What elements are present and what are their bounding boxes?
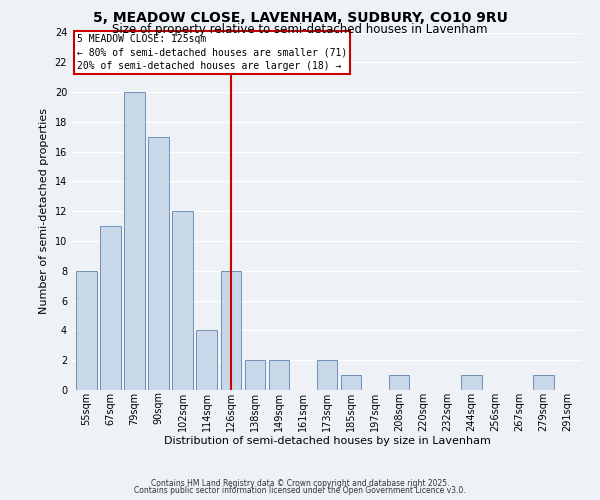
Y-axis label: Number of semi-detached properties: Number of semi-detached properties	[39, 108, 49, 314]
Bar	[245, 360, 265, 390]
Bar	[172, 211, 193, 390]
Bar	[341, 375, 361, 390]
Bar	[148, 137, 169, 390]
Text: 5, MEADOW CLOSE, LAVENHAM, SUDBURY, CO10 9RU: 5, MEADOW CLOSE, LAVENHAM, SUDBURY, CO10…	[92, 11, 508, 25]
Text: 5 MEADOW CLOSE: 125sqm
← 80% of semi-detached houses are smaller (71)
20% of sem: 5 MEADOW CLOSE: 125sqm ← 80% of semi-det…	[77, 34, 347, 70]
Bar	[389, 375, 409, 390]
Text: Contains HM Land Registry data © Crown copyright and database right 2025.: Contains HM Land Registry data © Crown c…	[151, 478, 449, 488]
Text: Contains public sector information licensed under the Open Government Licence v3: Contains public sector information licen…	[134, 486, 466, 495]
Bar	[100, 226, 121, 390]
Bar	[196, 330, 217, 390]
X-axis label: Distribution of semi-detached houses by size in Lavenham: Distribution of semi-detached houses by …	[164, 436, 490, 446]
Bar	[533, 375, 554, 390]
Bar	[317, 360, 337, 390]
Bar	[461, 375, 482, 390]
Bar	[76, 271, 97, 390]
Bar	[269, 360, 289, 390]
Bar	[221, 271, 241, 390]
Bar	[124, 92, 145, 390]
Text: Size of property relative to semi-detached houses in Lavenham: Size of property relative to semi-detach…	[112, 22, 488, 36]
